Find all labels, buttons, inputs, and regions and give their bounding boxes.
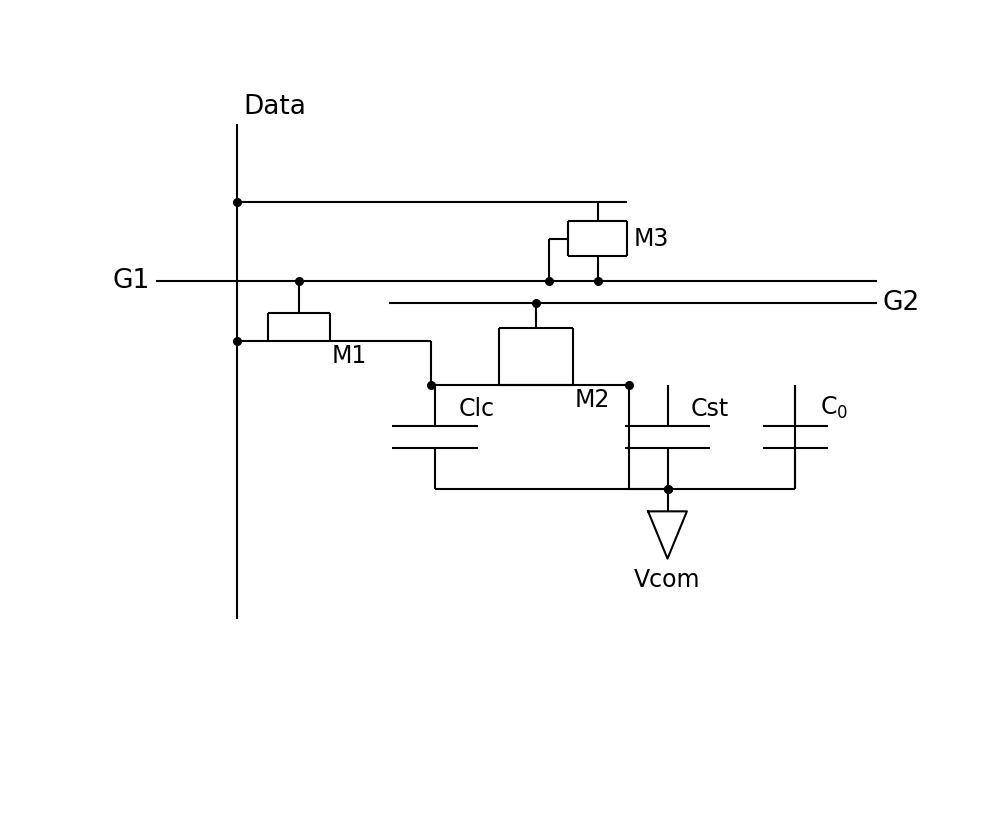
Text: M1: M1	[332, 344, 367, 369]
Text: Clc: Clc	[458, 397, 494, 421]
Text: Vcom: Vcom	[634, 568, 701, 592]
Text: M2: M2	[574, 388, 610, 413]
Text: G2: G2	[883, 290, 920, 316]
Text: Cst: Cst	[691, 397, 729, 421]
Text: C$_0$: C$_0$	[820, 395, 848, 421]
Text: G1: G1	[113, 268, 150, 294]
Text: Data: Data	[244, 94, 306, 120]
Text: M3: M3	[633, 227, 669, 251]
